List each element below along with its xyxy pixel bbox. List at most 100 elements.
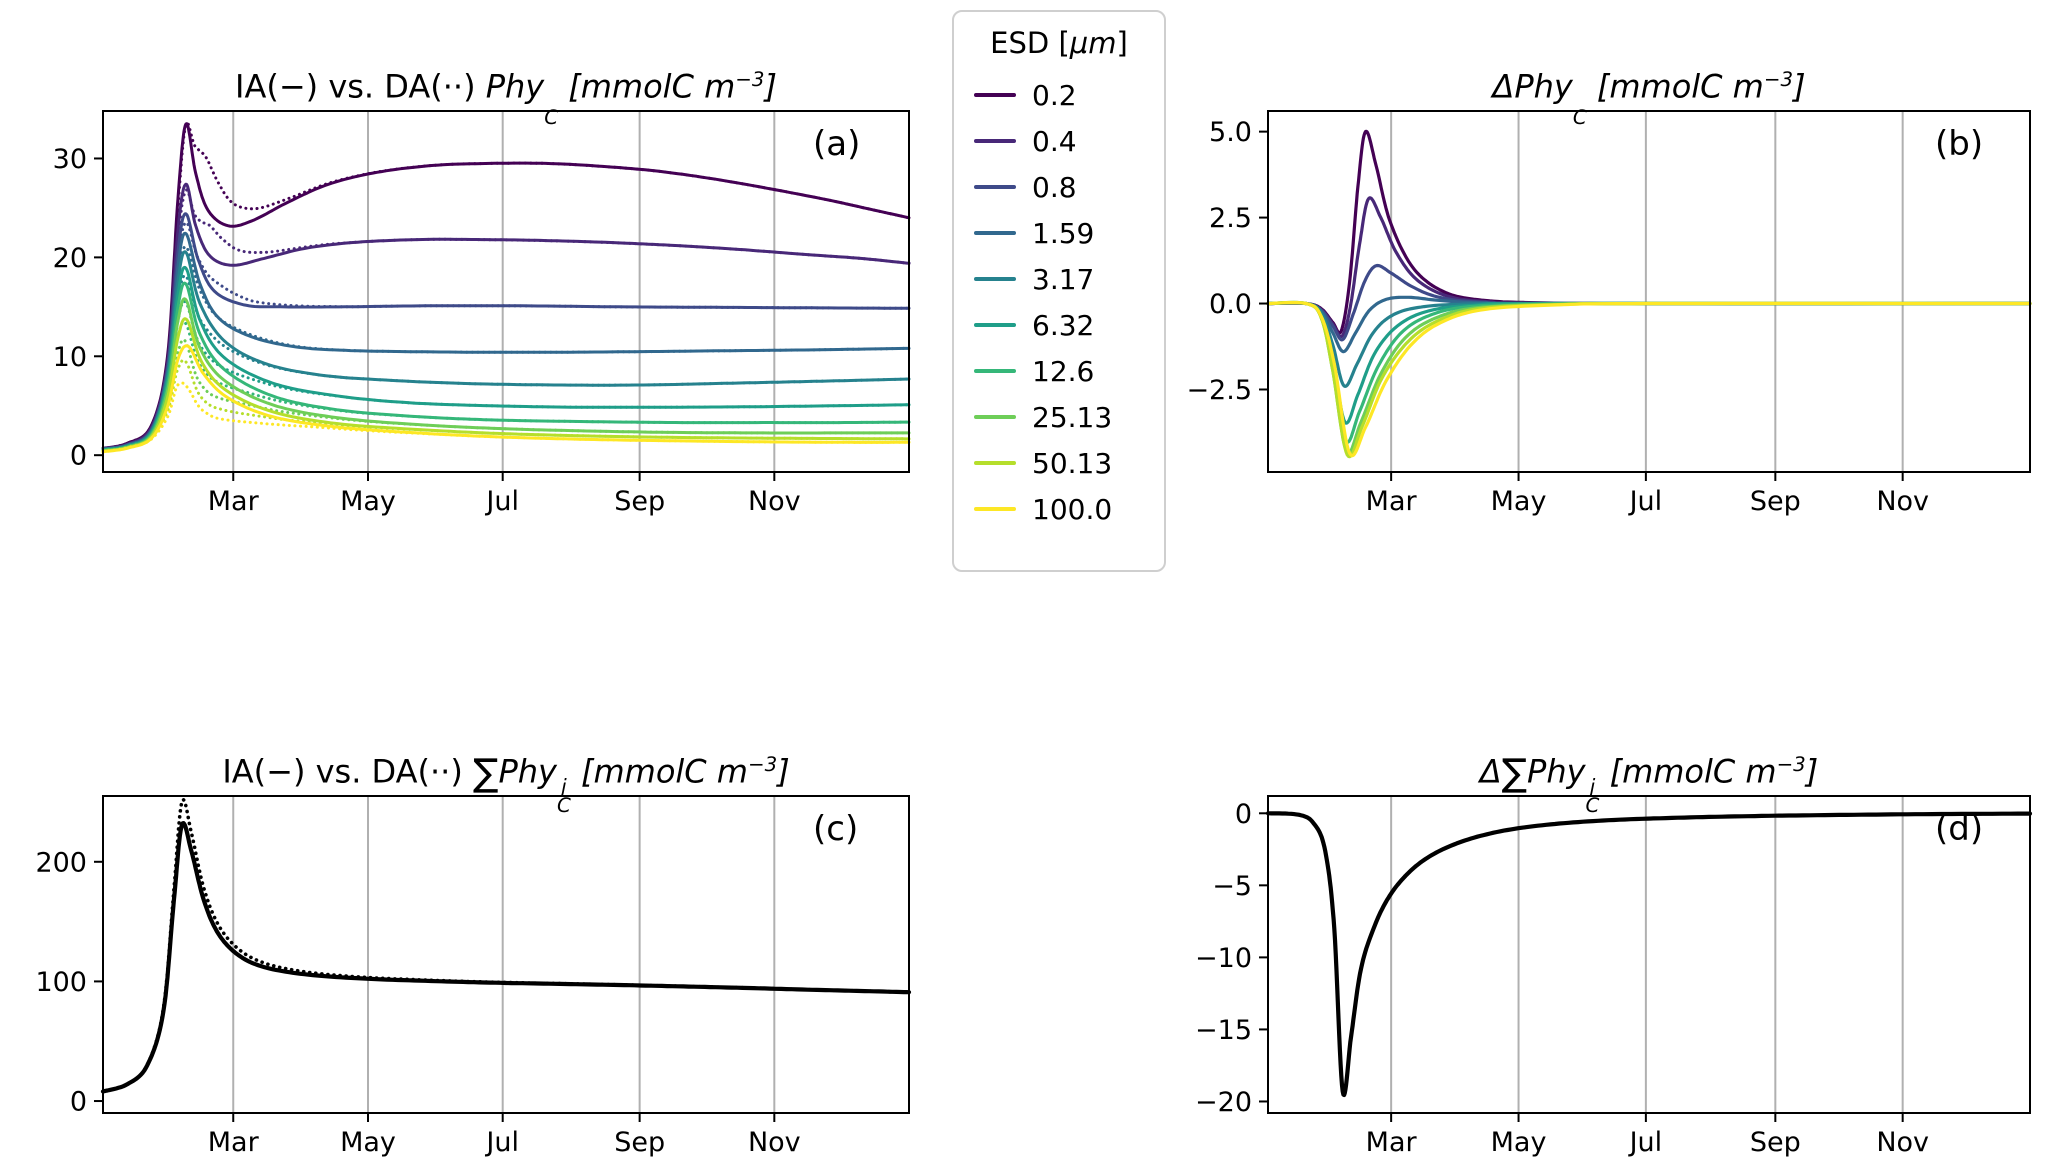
y-tick-label: 2.5 — [1209, 203, 1252, 234]
x-tick-label: Jul — [484, 1127, 519, 1158]
x-tick-label: Nov — [748, 1127, 801, 1158]
title-sum: ∑ — [473, 750, 499, 795]
legend-item: 12.6 — [954, 348, 1164, 394]
legend-line-swatch — [974, 185, 1016, 189]
series-line — [101, 338, 911, 453]
panel-a-label: (a) — [813, 124, 861, 164]
x-tick-label: May — [340, 1127, 396, 1158]
legend: ESD [μm] 0.2 0.4 0.8 1.59 3.17 6.32 12.6 25.13 5… — [952, 10, 1166, 572]
gridlines — [232, 111, 776, 472]
gridlines — [1390, 796, 1904, 1113]
series-line — [100, 821, 912, 1094]
x-tick-label: Nov — [748, 486, 801, 517]
panel-d-plot: Mar May Jul Sep Nov −20 −15 −10 −5 0 — [1195, 795, 2033, 1158]
legend-item-label: 3.17 — [1032, 262, 1095, 296]
panel-a: IA(−) vs. DA(··) Phy C [mmolC m−3] Mar May… — [20, 12, 950, 547]
legend-item-label: 25.13 — [1032, 400, 1113, 434]
x-tick-label: Mar — [1366, 486, 1418, 517]
tick-marks — [1259, 130, 1904, 481]
title-subsup: C — [544, 105, 559, 129]
series-lines — [101, 121, 911, 454]
legend-line-swatch — [974, 93, 1016, 97]
panel-d: Δ∑Phy j C [mmolC m−3] Mar May Jul Sep Nov −20 −1… — [1178, 697, 2058, 1173]
title-prefix: IA(−) vs. DA(··) — [222, 752, 473, 791]
title-var: Phy — [1514, 67, 1573, 106]
legend-item: 0.4 — [954, 118, 1164, 164]
gridlines — [232, 796, 776, 1113]
legend-item: 0.8 — [954, 164, 1164, 210]
y-tick-label: 0 — [70, 441, 87, 472]
title-unit-close: ] — [777, 752, 790, 791]
series-line — [101, 122, 911, 450]
legend-items: 0.2 0.4 0.8 1.59 3.17 6.32 12.6 25.13 50.13 100.0 — [954, 72, 1164, 532]
x-tick-label: Mar — [208, 486, 260, 517]
title-sum: ∑ — [1501, 750, 1528, 795]
y-tick-label: 0.0 — [1209, 289, 1252, 320]
title-var: Phy — [485, 67, 545, 106]
panel-d-title: Δ∑Phy j C [mmolC m−3] — [1268, 745, 2030, 816]
tick-labels: Mar May Jul Sep Nov −20 −15 −10 −5 0 — [1195, 799, 1929, 1158]
y-tick-label: −10 — [1195, 943, 1252, 974]
title-subsup: C — [1572, 105, 1587, 129]
title-unit-open: [ — [1599, 752, 1623, 791]
panel-b-plot: Mar May Jul Sep Nov −2.5 0.0 2.5 5.0 — [1186, 110, 2032, 517]
series-lines — [1266, 129, 2032, 459]
x-tick-label: Sep — [1750, 486, 1801, 517]
tick-labels: Mar May Jul Sep Nov 0 10 20 30 — [53, 144, 801, 517]
panel-b-title: ΔPhy C [mmolC m−3] — [1268, 60, 2030, 127]
panel-a-title: IA(−) vs. DA(··) Phy C [mmolC m−3] — [103, 60, 909, 127]
tick-marks — [94, 157, 776, 481]
title-var: Phy — [1527, 752, 1586, 791]
legend-title: ESD [μm] — [990, 26, 1128, 60]
gridlines — [1390, 111, 1904, 472]
legend-item: 3.17 — [954, 256, 1164, 302]
series-line — [1265, 811, 2033, 1098]
legend-item-label: 0.4 — [1032, 124, 1077, 158]
title-unit-exp: −3 — [747, 753, 778, 776]
title-unit-close: ] — [1805, 752, 1819, 791]
x-tick-label: Sep — [614, 486, 665, 517]
x-tick-label: May — [1491, 486, 1547, 517]
x-tick-label: Sep — [614, 1127, 665, 1158]
legend-item: 25.13 — [954, 394, 1164, 440]
x-tick-label: Mar — [1366, 1127, 1418, 1158]
legend-item-label: 0.8 — [1032, 170, 1077, 204]
x-tick-label: May — [1491, 1127, 1547, 1158]
title-unit: mmolC m — [1622, 752, 1777, 791]
title-unit-exp: −3 — [1776, 753, 1806, 776]
y-tick-label: 10 — [53, 342, 87, 373]
legend-line-swatch — [974, 415, 1016, 419]
legend-item: 100.0 — [954, 486, 1164, 532]
series-line — [1266, 300, 2032, 459]
panel-d-label: (d) — [1935, 809, 1984, 849]
series-line — [101, 212, 911, 451]
x-tick-label: Nov — [1876, 486, 1929, 517]
tick-marks — [1259, 812, 1904, 1122]
x-tick-label: Jul — [1628, 486, 1663, 517]
y-tick-label: −15 — [1195, 1015, 1252, 1046]
title-unit: mmolC m — [580, 67, 736, 106]
legend-line-swatch — [974, 231, 1016, 235]
panel-a-plot: Mar May Jul Sep Nov 0 10 20 30 — [53, 110, 911, 517]
x-tick-label: May — [340, 486, 396, 517]
axes-spine — [102, 110, 910, 473]
legend-item-label: 100.0 — [1032, 492, 1113, 526]
series-line — [101, 188, 911, 450]
axes-spine — [1267, 795, 2031, 1114]
title-unit-close: ] — [764, 67, 777, 106]
title-var: Phy — [498, 752, 557, 791]
tick-labels: Mar May Jul Sep Nov −2.5 0.0 2.5 5.0 — [1186, 117, 1929, 517]
legend-item: 1.59 — [954, 210, 1164, 256]
x-tick-label: Sep — [1750, 1127, 1801, 1158]
axes-spine — [1267, 110, 2031, 473]
legend-line-swatch — [974, 139, 1016, 143]
title-unit-close: ] — [1793, 67, 1806, 106]
x-tick-label: Nov — [1876, 1127, 1929, 1158]
y-tick-label: 200 — [35, 847, 87, 878]
panel-b: ΔPhy C [mmolC m−3] Mar May Jul Sep Nov −2.5 0.0… — [1178, 12, 2058, 547]
title-delta: Δ — [1492, 67, 1515, 106]
title-unit-open: [ — [1586, 67, 1610, 106]
title-unit: mmolC m — [1609, 67, 1764, 106]
